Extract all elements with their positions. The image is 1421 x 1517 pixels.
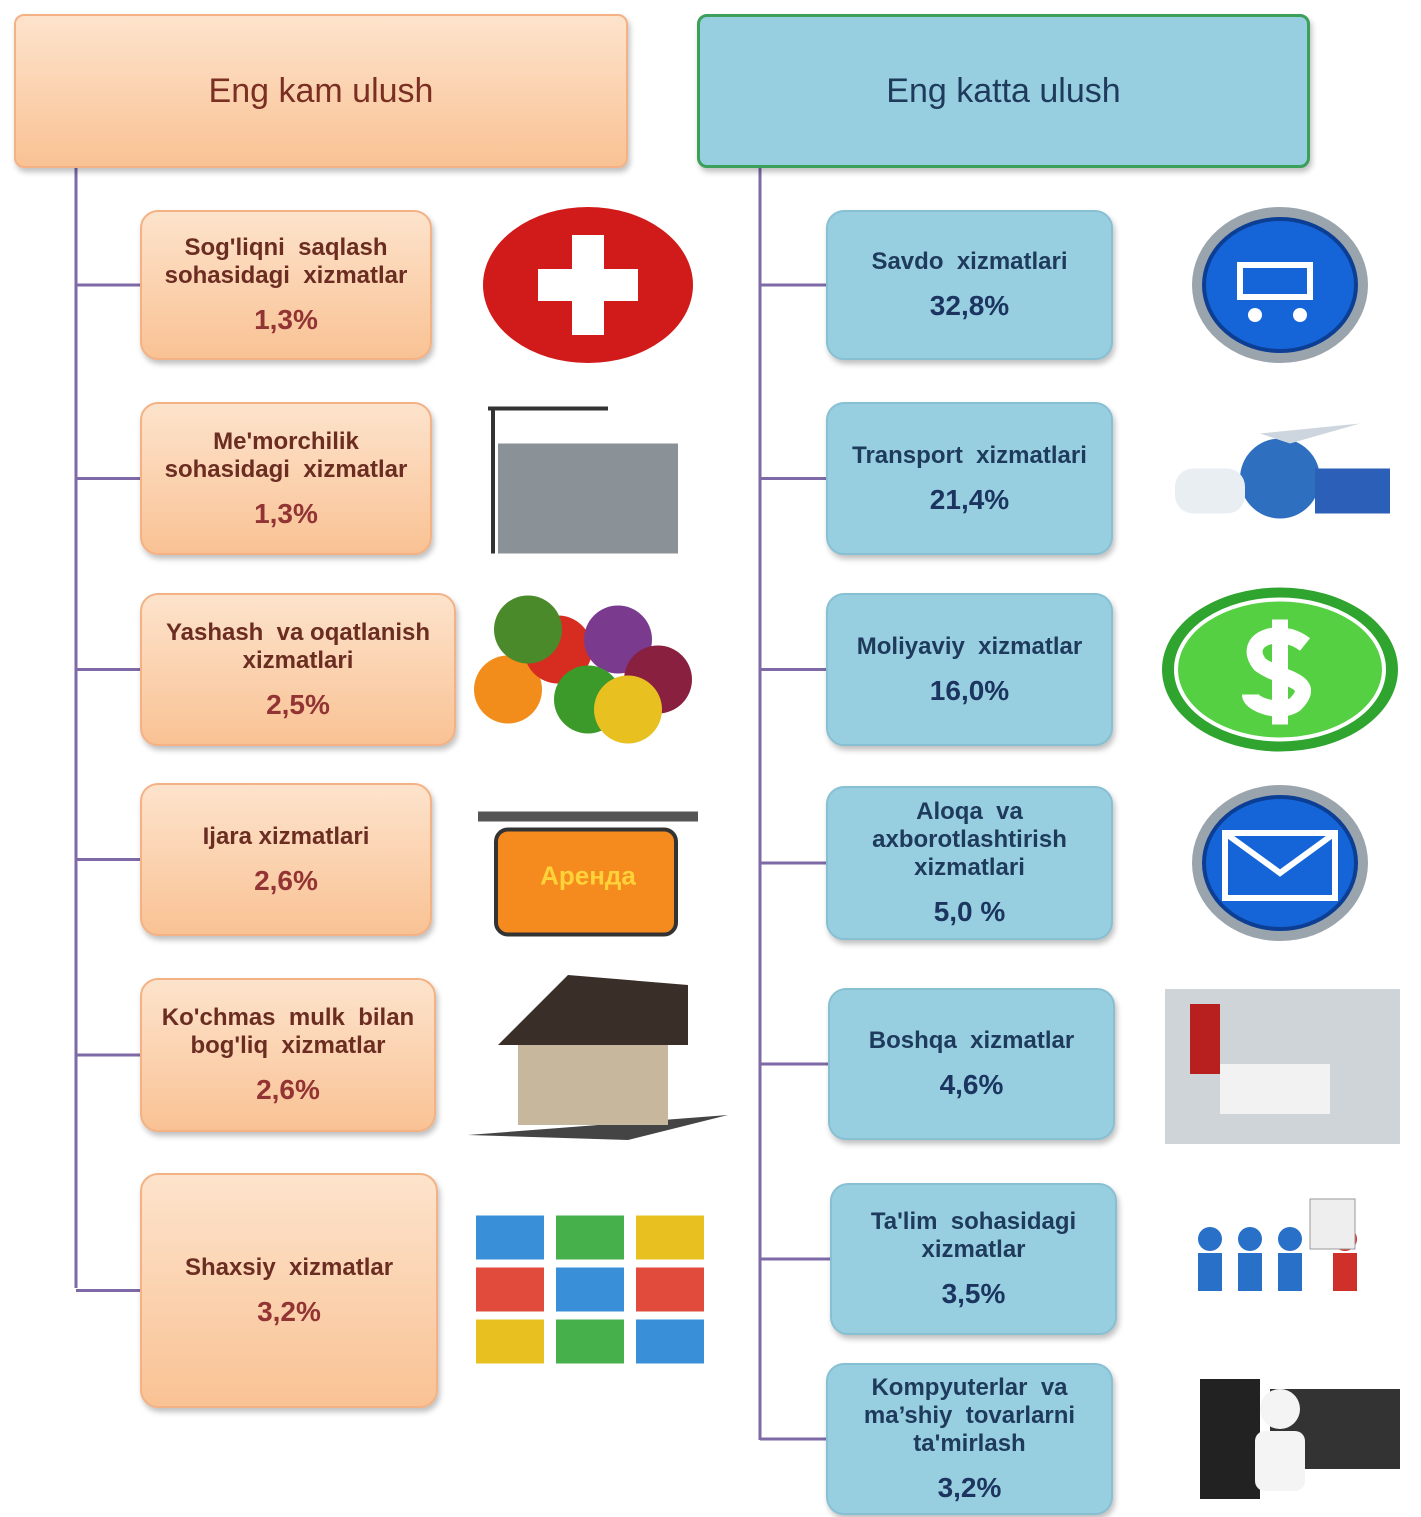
- item-box: Ta'lim sohasidagi xizmatlar 3,5%: [830, 1183, 1117, 1335]
- item-value: 21,4%: [929, 483, 1010, 515]
- item-box: Shaxsiy xizmatlar 3,2%: [140, 1173, 438, 1408]
- item-label: Ta'lim sohasidagi: [870, 1208, 1077, 1235]
- item-value: 3,5%: [941, 1278, 1006, 1309]
- icon-shape: [1333, 1253, 1357, 1291]
- item-label: Savdo xizmatlari: [871, 248, 1068, 275]
- item-value: 3,2%: [937, 1472, 1002, 1503]
- icon-shape: [1315, 468, 1390, 514]
- icon-shape: [1198, 1227, 1222, 1251]
- icon-shape: [1278, 1227, 1302, 1251]
- item-box: Transport xizmatlari 21,4%: [826, 402, 1113, 555]
- item-label: Boshqa xizmatlar: [868, 1027, 1075, 1054]
- icon-shape: [1202, 217, 1358, 353]
- item-label: bog'liq xizmatlar: [190, 1032, 386, 1059]
- icon-shape: [1238, 1227, 1262, 1251]
- icon-shape: [1237, 262, 1313, 300]
- icon-text: Аренда: [540, 861, 636, 891]
- icon-shape: [498, 975, 688, 1045]
- icon-shape: [1175, 468, 1245, 514]
- item-value: 4,6%: [939, 1069, 1004, 1100]
- icon-shape: [556, 1319, 624, 1364]
- icon-shape: [636, 1215, 704, 1260]
- icon-shape: [1255, 1431, 1305, 1491]
- item-label: sohasidagi xizmatlar: [164, 455, 408, 483]
- item-label: axborotlashtirish: [872, 826, 1067, 853]
- right-header: Eng katta ulush: [697, 14, 1310, 168]
- icon-shape: [572, 235, 604, 335]
- item-box: Boshqa xizmatlar 4,6%: [828, 988, 1115, 1140]
- item-value: 2,5%: [266, 688, 330, 720]
- icon-shape: [476, 1215, 544, 1260]
- icon-shape: [1309, 1198, 1356, 1250]
- item-label: Shaxsiy xizmatlar: [184, 1253, 394, 1281]
- icon-shape: [1242, 619, 1311, 725]
- item-label: ma’shiy tovarlarni: [863, 1402, 1076, 1429]
- icon-shape: [594, 675, 662, 744]
- item-box: Ijara xizmatlari 2,6%: [140, 783, 432, 936]
- item-box: Me'morchilik sohasidagi xizmatlar 1,3%: [140, 402, 432, 555]
- icon-shape: [1248, 308, 1262, 322]
- item-value: 16,0%: [929, 674, 1010, 706]
- item-label: Aloqa va: [916, 798, 1023, 825]
- icon-shape: [1222, 830, 1338, 901]
- icon-shape: [636, 1319, 704, 1364]
- icon-shape: [476, 1319, 544, 1364]
- item-label: Moliyaviy xizmatlar: [856, 632, 1083, 660]
- icon-shape: [1260, 1389, 1300, 1429]
- item-box: Moliyaviy xizmatlar 16,0%: [826, 593, 1113, 746]
- icon-shape: [478, 811, 698, 822]
- icon-shape: [556, 1215, 624, 1260]
- icon-shape: [1240, 438, 1320, 519]
- item-box: Savdo xizmatlari 32,8%: [826, 210, 1113, 360]
- icon-shape: [1278, 1253, 1302, 1291]
- item-value: 32,8%: [929, 290, 1010, 321]
- right-title: Eng katta ulush: [886, 71, 1121, 110]
- left-title: Eng kam ulush: [208, 71, 434, 110]
- item-label: xizmatlar: [921, 1236, 1026, 1263]
- item-label: Transport xizmatlari: [852, 441, 1087, 469]
- item-label: xizmatlari: [242, 646, 354, 674]
- item-label: Ijara xizmatlari: [202, 822, 370, 850]
- item-value: 2,6%: [256, 1074, 320, 1105]
- item-label: Sog'liqni saqlash: [184, 234, 388, 261]
- item-box: Aloqa va axborotlashtirish xizmatlari 5,0 %: [826, 786, 1113, 940]
- item-label: Ko'chmas mulk bilan: [161, 1004, 415, 1031]
- icon-shape: [1260, 423, 1360, 444]
- icon-shape: [498, 443, 678, 554]
- item-value: 3,2%: [257, 1295, 321, 1327]
- icon-shape: [1190, 1004, 1220, 1074]
- item-label: xizmatlari: [914, 854, 1025, 881]
- icon-shape: [1223, 830, 1337, 877]
- item-box: Sog'liqni saqlash sohasidagi xizmatlar 1,3…: [140, 210, 432, 360]
- icon-shape: [1238, 1253, 1262, 1291]
- item-label: Me'morchilik: [213, 427, 359, 455]
- item-value: 5,0 %: [933, 896, 1006, 927]
- left-header: Eng kam ulush: [14, 14, 628, 168]
- item-label: Yashash va oqatlanish: [165, 618, 431, 646]
- icon-shape: [494, 827, 678, 937]
- item-label: Kompyuterlar va: [871, 1374, 1068, 1401]
- icon-shape: [1220, 1064, 1330, 1114]
- icon-shape: [474, 655, 542, 724]
- icon-shape: [556, 1267, 624, 1312]
- item-label: ta'mirlash: [913, 1430, 1026, 1457]
- icon-shape: [1198, 1253, 1222, 1291]
- item-box: Yashash va oqatlanish xizmatlari 2,5%: [140, 593, 456, 746]
- item-box: Kompyuterlar va ma’shiy tovarlarni ta'mirl…: [826, 1363, 1113, 1515]
- item-label: sohasidagi xizmatlar: [164, 262, 408, 289]
- item-value: 1,3%: [254, 497, 318, 529]
- icon-shape: [476, 1267, 544, 1312]
- item-value: 2,6%: [254, 864, 318, 896]
- icon-shape: [1200, 1379, 1260, 1499]
- icon-shape: [1293, 308, 1307, 322]
- icon-shape: [494, 595, 562, 664]
- item-box: Ko'chmas mulk bilan bog'liq xizmatlar 2,6%: [140, 978, 436, 1132]
- icon-shape: [518, 1035, 668, 1125]
- icon-shape: [636, 1267, 704, 1312]
- item-value: 1,3%: [254, 304, 318, 335]
